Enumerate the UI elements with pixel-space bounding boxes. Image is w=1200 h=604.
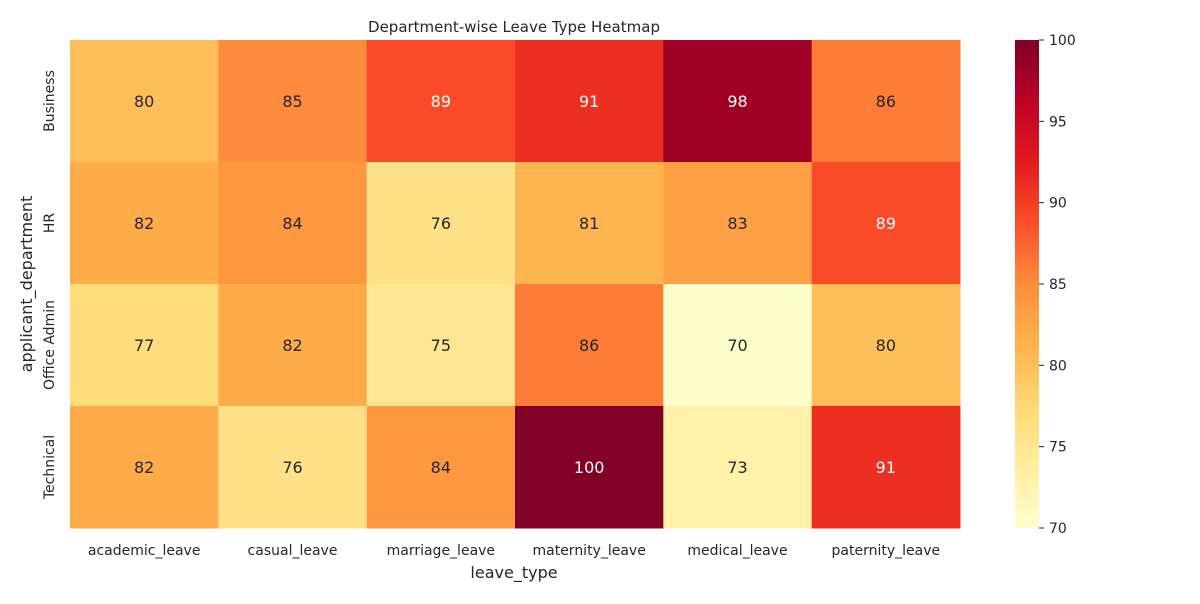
heatmap-cell-labels: 80 85 89 91 98 86 82 84 76 81 83 89 77 82 75 86 70 80 82 76…: [134, 92, 896, 477]
heatmap-cell: [218, 162, 368, 285]
cell-value-label: 98: [727, 92, 747, 111]
cell-value-label: 82: [134, 214, 154, 233]
heatmap-cell: [663, 40, 813, 163]
heatmap-cell: [366, 284, 516, 407]
heatmap-cell: [218, 40, 368, 163]
colorbar-tick-label: 100: [1049, 33, 1076, 49]
cell-value-label: 85: [282, 92, 302, 111]
heatmap-cell: [663, 284, 813, 407]
colorbar-tick-label: 85: [1049, 277, 1067, 293]
heatmap-cell: [70, 284, 219, 407]
cell-value-label: 80: [134, 92, 154, 111]
cell-value-label: 76: [282, 458, 302, 477]
heatmap-cell: [515, 406, 664, 529]
heatmap-cell: [218, 406, 368, 529]
x-tick-label: marriage_leave: [387, 543, 495, 559]
colorbar: 70 75 80 85 90 95 100: [1015, 33, 1076, 537]
cell-value-label: 82: [134, 458, 154, 477]
colorbar-tick-label: 90: [1049, 196, 1067, 212]
cell-value-label: 86: [876, 92, 896, 111]
x-tick-label: paternity_leave: [832, 543, 941, 559]
cell-value-label: 77: [134, 336, 154, 355]
cell-value-label: 76: [431, 214, 451, 233]
heatmap-cell: [811, 162, 961, 285]
cell-value-label: 80: [876, 336, 896, 355]
cell-value-label: 89: [431, 92, 451, 111]
x-tick-label: academic_leave: [88, 543, 201, 559]
cell-value-label: 83: [727, 214, 747, 233]
heatmap-cell: [366, 162, 516, 285]
heatmap-cells: [70, 40, 961, 529]
cell-value-label: 84: [282, 214, 302, 233]
y-tick-label: Office Admin: [42, 300, 58, 390]
heatmap-cell: [366, 40, 516, 163]
colorbar-gradient: [1015, 40, 1039, 528]
heatmap-cell: [515, 284, 664, 407]
heatmap-cell: [70, 406, 219, 529]
x-axis-label: leave_type: [470, 563, 557, 583]
cell-value-label: 86: [579, 336, 599, 355]
heatmap-cell: [70, 40, 219, 163]
heatmap-cell: [811, 284, 961, 407]
heatmap-cell: [70, 162, 219, 285]
heatmap-cell: [811, 40, 961, 163]
heatmap-cell: [663, 162, 813, 285]
heatmap-cell: [366, 406, 516, 529]
cell-value-label: 91: [579, 92, 599, 111]
heatmap-cell: [811, 406, 961, 529]
cell-value-label: 70: [727, 336, 747, 355]
chart-title: Department-wise Leave Type Heatmap: [368, 18, 660, 36]
cell-value-label: 100: [574, 458, 605, 477]
x-tick-labels: academic_leave casual_leave marriage_leave…: [88, 543, 940, 559]
heatmap-cell: [218, 284, 368, 407]
colorbar-tick-label: 95: [1049, 114, 1067, 130]
colorbar-tick-label: 80: [1049, 358, 1067, 374]
colorbar-tick-label: 70: [1049, 521, 1067, 537]
y-tick-labels: Business HR Office Admin Technical: [42, 70, 58, 500]
cell-value-label: 84: [431, 458, 451, 477]
y-tick-label: HR: [42, 213, 58, 234]
y-tick-label: Business: [42, 70, 58, 132]
heatmap-cell: [515, 162, 664, 285]
cell-value-label: 75: [431, 336, 451, 355]
x-tick-label: casual_leave: [248, 543, 338, 559]
heatmap-cell: [515, 40, 664, 163]
x-tick-label: medical_leave: [687, 543, 787, 559]
y-axis-label: applicant_department: [17, 196, 37, 373]
heatmap-cell: [663, 406, 813, 529]
x-tick-label: maternity_leave: [532, 543, 645, 559]
cell-value-label: 82: [282, 336, 302, 355]
colorbar-tick-label: 75: [1049, 440, 1067, 456]
cell-value-label: 89: [876, 214, 896, 233]
cell-value-label: 73: [727, 458, 747, 477]
cell-value-label: 81: [579, 214, 599, 233]
y-tick-label: Technical: [42, 435, 58, 500]
cell-value-label: 91: [876, 458, 896, 477]
